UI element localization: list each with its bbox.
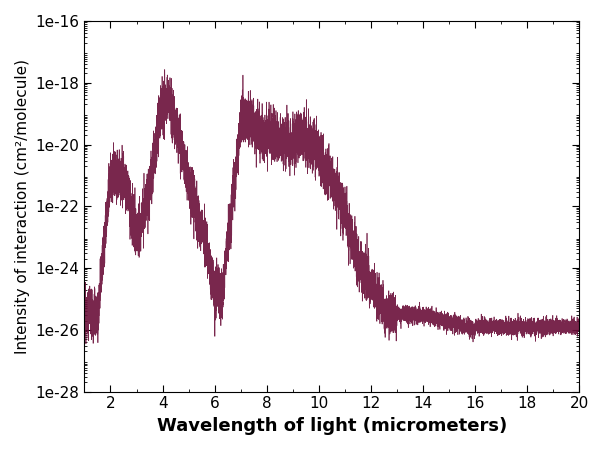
X-axis label: Wavelength of light (micrometers): Wavelength of light (micrometers) <box>157 417 507 435</box>
Y-axis label: Intensity of interaction (cm²/molecule): Intensity of interaction (cm²/molecule) <box>15 59 30 354</box>
